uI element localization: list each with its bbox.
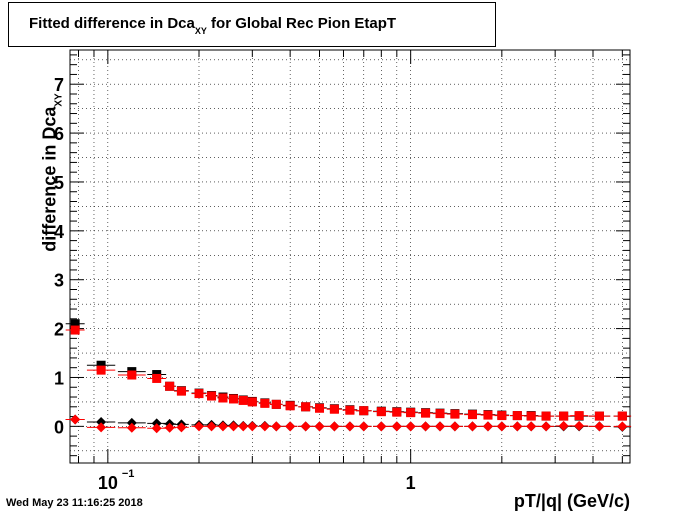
x-tick-label: 1 bbox=[406, 473, 416, 493]
data-point bbox=[218, 393, 228, 403]
data-point bbox=[421, 408, 431, 418]
data-point bbox=[496, 421, 507, 432]
chart-title-box: Fitted difference in DcaXY for Global Re… bbox=[8, 2, 496, 47]
data-point bbox=[329, 404, 339, 414]
data-point bbox=[526, 421, 537, 432]
data-point bbox=[358, 421, 369, 432]
data-point bbox=[96, 365, 106, 375]
chart-title: Fitted difference in DcaXY for Global Re… bbox=[29, 15, 397, 36]
data-point bbox=[259, 421, 270, 432]
data-point bbox=[435, 421, 446, 432]
data-point bbox=[96, 422, 107, 433]
data-point bbox=[193, 421, 204, 432]
data-point bbox=[229, 394, 239, 404]
data-point bbox=[247, 421, 258, 432]
data-point bbox=[558, 420, 569, 431]
data-point bbox=[238, 395, 248, 405]
y-tick-label: 3 bbox=[54, 271, 64, 291]
data-point bbox=[271, 399, 281, 409]
data-point bbox=[152, 373, 162, 383]
data-point bbox=[176, 386, 186, 396]
data-point bbox=[526, 411, 536, 421]
data-point bbox=[206, 421, 217, 432]
data-point bbox=[482, 421, 493, 432]
data-point bbox=[176, 422, 187, 433]
data-point bbox=[260, 398, 270, 408]
data-point bbox=[594, 421, 605, 432]
data-point bbox=[151, 423, 162, 434]
x-tick-label: 10 bbox=[98, 473, 118, 493]
y-tick-label: 1 bbox=[54, 368, 64, 388]
data-point bbox=[405, 421, 416, 432]
data-point bbox=[559, 411, 569, 421]
data-point bbox=[217, 421, 228, 432]
y-axis-label: difference in DcaXY bbox=[39, 93, 65, 252]
data-point bbox=[238, 421, 249, 432]
data-point bbox=[126, 422, 137, 433]
y-tick-label: 6 bbox=[54, 124, 64, 144]
data-point bbox=[301, 402, 311, 412]
data-point bbox=[574, 420, 585, 431]
data-point bbox=[165, 381, 175, 391]
data-point bbox=[228, 421, 239, 432]
data-point bbox=[449, 421, 460, 432]
data-point bbox=[207, 391, 217, 401]
data-point bbox=[467, 410, 477, 420]
data-point bbox=[512, 421, 523, 432]
x-tick-label-exponent: −1 bbox=[122, 468, 135, 480]
y-tick-label: 4 bbox=[54, 222, 64, 242]
data-point bbox=[359, 406, 369, 416]
timestamp: Wed May 23 11:16:25 2018 bbox=[6, 497, 143, 509]
data-point bbox=[345, 405, 355, 415]
data-point bbox=[285, 401, 295, 411]
y-tick-label: 5 bbox=[54, 173, 64, 193]
data-point bbox=[467, 421, 478, 432]
data-point bbox=[344, 421, 355, 432]
data-point bbox=[127, 370, 137, 380]
data-point bbox=[70, 325, 80, 335]
data-point bbox=[271, 421, 282, 432]
data-point bbox=[450, 409, 460, 419]
data-point bbox=[541, 421, 552, 432]
data-point bbox=[247, 397, 257, 407]
data-point bbox=[285, 421, 296, 432]
x-axis-label: pT/|q| (GeV/c) bbox=[513, 491, 630, 511]
data-point bbox=[164, 422, 175, 433]
data-point bbox=[315, 403, 325, 413]
data-point bbox=[96, 360, 106, 370]
data-point bbox=[574, 411, 584, 421]
data-point bbox=[617, 411, 627, 421]
data-point bbox=[617, 421, 628, 432]
data-point bbox=[70, 414, 81, 425]
y-tick-label: 0 bbox=[54, 417, 64, 437]
data-point bbox=[541, 411, 551, 421]
data-point bbox=[376, 407, 386, 417]
y-tick-label: 2 bbox=[54, 320, 64, 340]
data-point bbox=[391, 421, 402, 432]
data-point bbox=[420, 421, 431, 432]
data-point bbox=[376, 421, 387, 432]
y-tick-label: 7 bbox=[54, 75, 64, 95]
plot-frame bbox=[69, 49, 631, 464]
data-point bbox=[435, 409, 445, 419]
data-point bbox=[314, 421, 325, 432]
data-point bbox=[300, 421, 311, 432]
data-point bbox=[512, 411, 522, 421]
data-point bbox=[96, 416, 107, 427]
data-point bbox=[594, 411, 604, 421]
data-point bbox=[70, 319, 80, 329]
data-point bbox=[483, 410, 493, 420]
data-point bbox=[194, 389, 204, 399]
data-point bbox=[329, 421, 340, 432]
data-point bbox=[497, 411, 507, 421]
data-point bbox=[392, 407, 402, 417]
data-point bbox=[406, 408, 416, 418]
